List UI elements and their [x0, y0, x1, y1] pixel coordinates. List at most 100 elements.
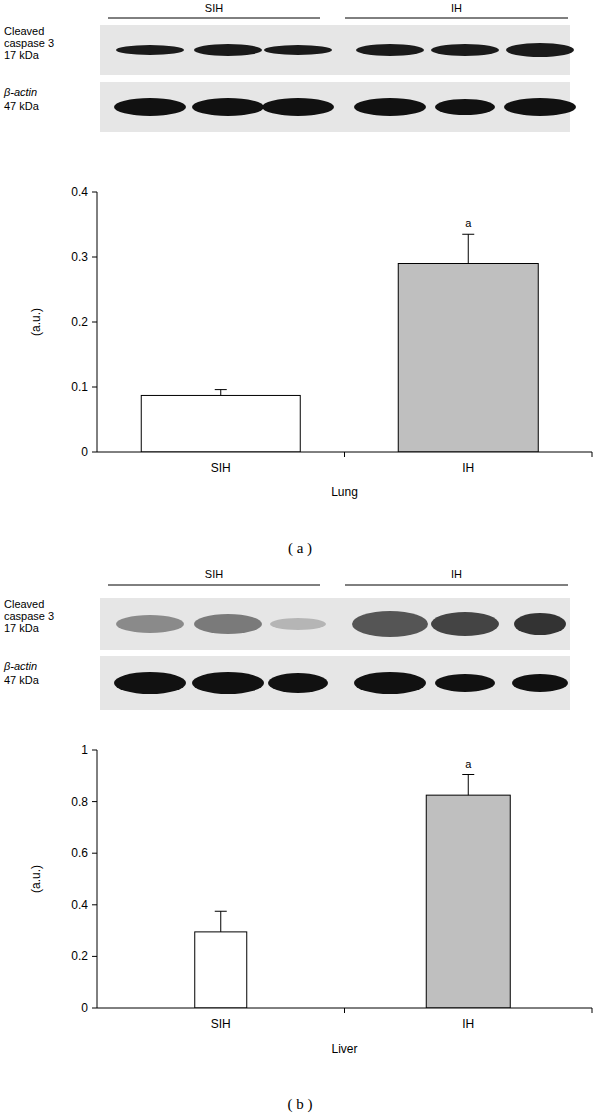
bar: [141, 395, 300, 452]
blot-band: [268, 673, 328, 693]
bars: [195, 775, 511, 1008]
blot-band: [116, 45, 184, 55]
blot-band: [270, 618, 326, 630]
bars: [141, 234, 538, 452]
y-tick: [92, 322, 97, 323]
group-label: SIH: [205, 2, 223, 14]
y-tick: [92, 1008, 97, 1009]
x-axis-label: Lung: [331, 485, 358, 499]
y-tick-label: 0.8: [71, 795, 88, 809]
y-tick: [92, 387, 97, 388]
panel-label: ( a ): [288, 540, 312, 557]
group-label: IH: [451, 2, 462, 14]
y-tick-label: 0.3: [71, 250, 88, 264]
blot-label-line: Cleaved: [4, 598, 44, 610]
blot-label: β-actin: [3, 660, 37, 672]
x-tick: [344, 1008, 345, 1013]
blot-band: [512, 674, 568, 692]
error-cap: [462, 234, 474, 235]
y-tick-label: 0.6: [71, 846, 88, 860]
significance-label: a: [465, 217, 472, 229]
error-cap: [215, 389, 227, 390]
blot-band: [435, 674, 495, 692]
y-tick: [92, 956, 97, 957]
blot-band: [504, 98, 576, 116]
blot-band: [354, 672, 426, 694]
x-tick: [592, 452, 593, 457]
blot-label-line: caspase 3: [4, 610, 54, 622]
y-tick: [92, 904, 97, 905]
group-label: SIH: [205, 568, 223, 580]
category-label: SIH: [211, 461, 231, 475]
error-cap: [215, 911, 227, 912]
y-tick-label: 0: [81, 1001, 88, 1015]
y-tick: [92, 192, 97, 193]
x-tick: [344, 452, 345, 457]
x-axis-label: Liver: [331, 1042, 357, 1056]
blot-box: [100, 598, 570, 650]
blot-size: 47 kDa: [4, 100, 40, 112]
blot-band: [262, 98, 334, 116]
error-cap: [462, 774, 474, 775]
error-bar: [215, 911, 227, 932]
category-label: IH: [462, 461, 474, 475]
blot-band: [431, 44, 499, 56]
y-tick-label: 0: [81, 445, 88, 459]
blot-band: [352, 611, 428, 637]
y-tick-label: 0.4: [71, 898, 88, 912]
blot-box: [100, 25, 570, 75]
blot-label-line: Cleaved: [4, 25, 44, 37]
group-label: IH: [451, 568, 462, 580]
y-tick: [92, 853, 97, 854]
category-label: SIH: [211, 1017, 231, 1031]
group-line: [108, 585, 320, 586]
error-stem: [468, 234, 469, 263]
y-tick: [92, 257, 97, 258]
error-stem: [468, 775, 469, 796]
y-tick: [92, 452, 97, 453]
blot-label: Cleavedcaspase 3: [4, 25, 54, 49]
blot-band: [114, 98, 186, 116]
error-bar: [215, 390, 227, 396]
blot-label: Cleavedcaspase 3: [4, 598, 54, 622]
y-tick-label: 0.4: [71, 185, 88, 199]
blot-size: 17 kDa: [4, 49, 40, 61]
chart-svg: SIHIHCleavedcaspase 317 kDaβ-actin47 kDa…: [0, 0, 600, 1117]
blot-band: [264, 45, 332, 55]
blot-band: [354, 98, 426, 116]
error-bar: [462, 234, 474, 263]
figure: SIHIHCleavedcaspase 317 kDaβ-actin47 kDa…: [0, 0, 600, 1117]
bar: [426, 795, 510, 1008]
blot-size: 17 kDa: [4, 622, 40, 634]
error-stem: [220, 911, 221, 932]
error-bar: [462, 775, 474, 796]
panel: SIH IH Cleavedcaspase 317 kDa β-actin 47 kDa…: [3, 568, 592, 1113]
blot-label: β-actin: [3, 86, 37, 98]
significance-label: a: [465, 758, 472, 770]
blot-band: [514, 613, 566, 635]
blot-size: 47 kDa: [4, 674, 40, 686]
y-axis-label: (a.u.): [29, 308, 43, 336]
blot-band: [356, 44, 424, 56]
error-stem: [220, 390, 221, 396]
group-line: [345, 18, 568, 19]
y-tick: [92, 750, 97, 751]
blot-band: [116, 615, 184, 633]
group-line: [345, 585, 568, 586]
blot-box: [100, 656, 570, 710]
blot-band: [192, 672, 264, 694]
blot-band: [506, 43, 574, 57]
bar: [195, 932, 247, 1008]
y-axis-label: (a.u.): [29, 865, 43, 893]
blot-band: [194, 614, 262, 634]
panel: SIH IH Cleavedcaspase 317 kDa β-actin 47 kDa…: [3, 2, 592, 557]
blot-band: [194, 44, 262, 56]
blot-box: [100, 82, 570, 132]
blot-band: [435, 99, 495, 115]
y-axis: [97, 750, 98, 1008]
blot-band: [192, 98, 264, 116]
y-tick-label: 0.2: [71, 315, 88, 329]
y-tick: [92, 801, 97, 802]
blot-label-line: caspase 3: [4, 37, 54, 49]
x-tick: [592, 1008, 593, 1013]
